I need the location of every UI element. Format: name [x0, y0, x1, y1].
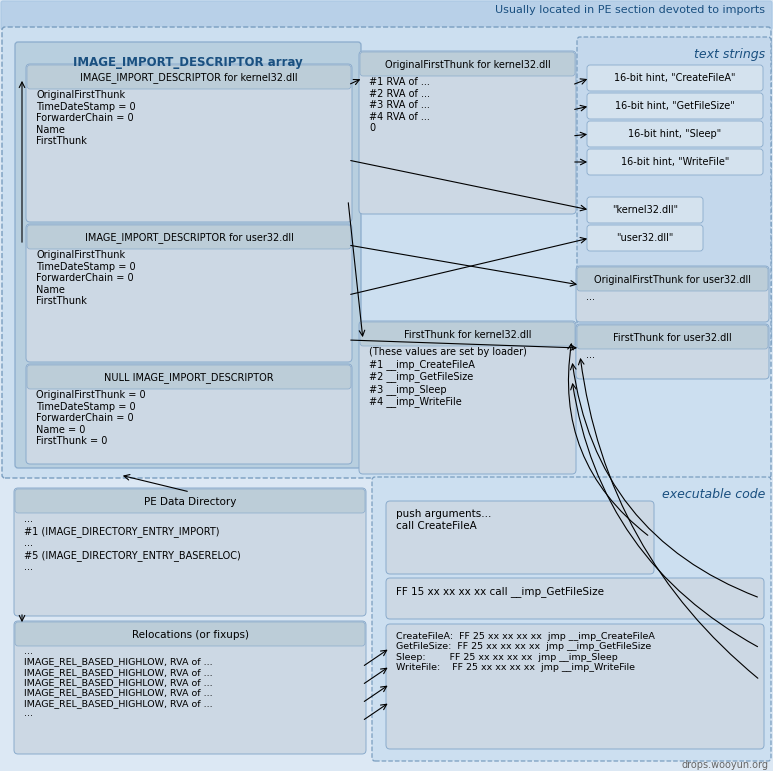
FancyBboxPatch shape: [14, 621, 366, 754]
Text: ...
IMAGE_REL_BASED_HIGHLOW, RVA of ...
IMAGE_REL_BASED_HIGHLOW, RVA of ...
IMAG: ... IMAGE_REL_BASED_HIGHLOW, RVA of ... …: [24, 647, 213, 719]
Text: IMAGE_IMPORT_DESCRIPTOR for kernel32.dll: IMAGE_IMPORT_DESCRIPTOR for kernel32.dll: [80, 72, 298, 83]
Text: #1 RVA of ...
#2 RVA of ...
#3 RVA of ...
#4 RVA of ...
0: #1 RVA of ... #2 RVA of ... #3 RVA of ..…: [369, 77, 430, 133]
FancyBboxPatch shape: [360, 52, 575, 76]
Text: FF 15 xx xx xx xx call __imp_GetFileSize: FF 15 xx xx xx xx call __imp_GetFileSize: [396, 586, 604, 597]
Text: Usually located in PE section devoted to imports: Usually located in PE section devoted to…: [495, 5, 765, 15]
FancyBboxPatch shape: [15, 622, 365, 646]
Text: FirstThunk for user32.dll: FirstThunk for user32.dll: [613, 333, 732, 343]
FancyBboxPatch shape: [587, 121, 763, 147]
Text: ...: ...: [586, 292, 595, 302]
Text: text strings: text strings: [694, 48, 765, 61]
FancyBboxPatch shape: [359, 321, 576, 474]
Text: 16-bit hint, "GetFileSize": 16-bit hint, "GetFileSize": [615, 101, 735, 111]
Text: ...
#1 (IMAGE_DIRECTORY_ENTRY_IMPORT)
...
#5 (IMAGE_DIRECTORY_ENTRY_BASERELOC)
.: ... #1 (IMAGE_DIRECTORY_ENTRY_IMPORT) ..…: [24, 514, 240, 572]
Text: 16-bit hint, "CreateFileA": 16-bit hint, "CreateFileA": [615, 73, 736, 83]
FancyBboxPatch shape: [15, 489, 365, 513]
Text: OriginalFirstThunk for kernel32.dll: OriginalFirstThunk for kernel32.dll: [385, 60, 550, 70]
FancyBboxPatch shape: [2, 27, 771, 478]
Text: OriginalFirstThunk
TimeDateStamp = 0
ForwarderChain = 0
Name
FirstThunk: OriginalFirstThunk TimeDateStamp = 0 For…: [36, 250, 135, 306]
FancyBboxPatch shape: [27, 225, 351, 249]
Text: "user32.dll": "user32.dll": [616, 233, 674, 243]
FancyBboxPatch shape: [1, 1, 772, 30]
FancyBboxPatch shape: [576, 324, 769, 379]
FancyBboxPatch shape: [386, 624, 764, 749]
Text: PE Data Directory: PE Data Directory: [144, 497, 237, 507]
FancyBboxPatch shape: [587, 149, 763, 175]
FancyBboxPatch shape: [26, 364, 352, 464]
Text: 16-bit hint, "WriteFile": 16-bit hint, "WriteFile": [621, 157, 729, 167]
FancyBboxPatch shape: [577, 325, 768, 349]
FancyBboxPatch shape: [27, 365, 351, 389]
FancyBboxPatch shape: [577, 37, 771, 348]
Text: push arguments...
call CreateFileA: push arguments... call CreateFileA: [396, 509, 492, 530]
FancyBboxPatch shape: [587, 93, 763, 119]
FancyBboxPatch shape: [26, 224, 352, 362]
Text: ...: ...: [586, 350, 595, 360]
Text: Relocations (or fixups): Relocations (or fixups): [131, 630, 248, 640]
Text: IMAGE_IMPORT_DESCRIPTOR array: IMAGE_IMPORT_DESCRIPTOR array: [73, 56, 303, 69]
Text: 16-bit hint, "Sleep": 16-bit hint, "Sleep": [628, 129, 722, 139]
FancyBboxPatch shape: [587, 65, 763, 91]
FancyBboxPatch shape: [587, 225, 703, 251]
Text: CreateFileA:  FF 25 xx xx xx xx  jmp __imp_CreateFileA
GetFileSize:  FF 25 xx xx: CreateFileA: FF 25 xx xx xx xx jmp __imp…: [396, 632, 655, 672]
Text: FirstThunk for kernel32.dll: FirstThunk for kernel32.dll: [404, 330, 531, 340]
Text: IMAGE_IMPORT_DESCRIPTOR for user32.dll: IMAGE_IMPORT_DESCRIPTOR for user32.dll: [84, 233, 294, 244]
FancyBboxPatch shape: [576, 266, 769, 322]
Text: NULL IMAGE_IMPORT_DESCRIPTOR: NULL IMAGE_IMPORT_DESCRIPTOR: [104, 372, 274, 383]
FancyBboxPatch shape: [587, 197, 703, 223]
Text: drops.wooyun.org: drops.wooyun.org: [681, 760, 768, 770]
FancyBboxPatch shape: [27, 65, 351, 89]
FancyBboxPatch shape: [360, 322, 575, 346]
Text: executable code: executable code: [662, 488, 765, 501]
FancyBboxPatch shape: [386, 578, 764, 619]
FancyBboxPatch shape: [359, 51, 576, 214]
Text: (These values are set by loader)
#1 __imp_CreateFileA
#2 __imp_GetFileSize
#3 __: (These values are set by loader) #1 __im…: [369, 347, 527, 407]
FancyBboxPatch shape: [577, 267, 768, 291]
FancyBboxPatch shape: [372, 477, 771, 761]
FancyBboxPatch shape: [14, 488, 366, 616]
FancyBboxPatch shape: [15, 42, 361, 468]
Text: OriginalFirstThunk for user32.dll: OriginalFirstThunk for user32.dll: [594, 275, 751, 285]
FancyBboxPatch shape: [26, 64, 352, 222]
Text: "kernel32.dll": "kernel32.dll": [612, 205, 678, 215]
Text: OriginalFirstThunk
TimeDateStamp = 0
ForwarderChain = 0
Name
FirstThunk: OriginalFirstThunk TimeDateStamp = 0 For…: [36, 90, 135, 146]
FancyBboxPatch shape: [386, 501, 654, 574]
Text: OriginalFirstThunk = 0
TimeDateStamp = 0
ForwarderChain = 0
Name = 0
FirstThunk : OriginalFirstThunk = 0 TimeDateStamp = 0…: [36, 390, 145, 446]
